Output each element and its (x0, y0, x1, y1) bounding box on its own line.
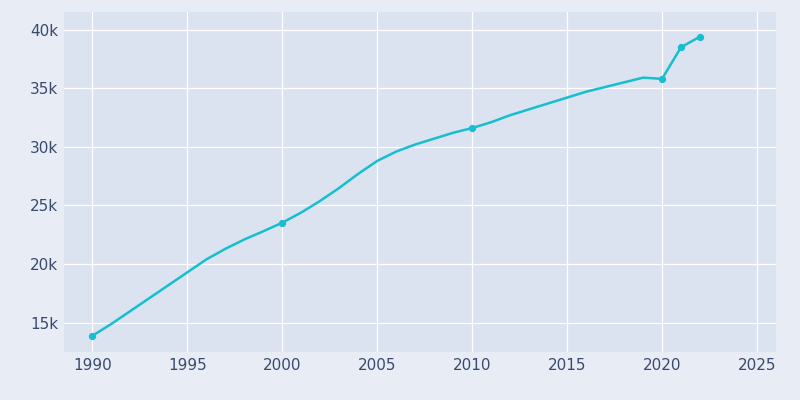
Point (674, 44, 687, 50)
Point (694, 34, 706, 40)
Point (276, 220, 289, 226)
Point (656, 76, 669, 82)
Point (466, 125, 478, 131)
Point (86, 332, 99, 339)
